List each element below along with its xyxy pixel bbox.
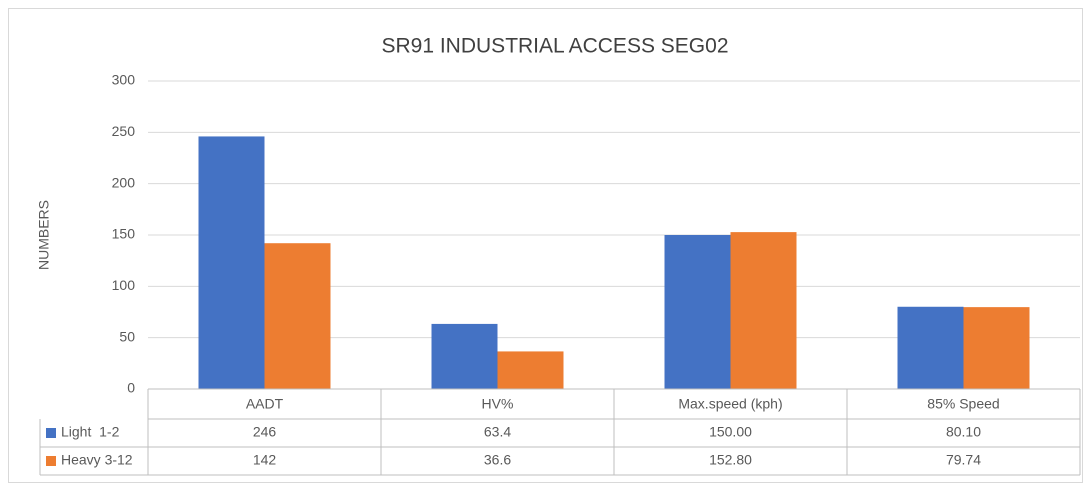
chart-border [8,8,1083,483]
bar [431,323,498,389]
y-axis-label: NUMBERS [36,200,52,270]
legend-swatch [46,428,56,438]
y-tick-label: 150 [112,226,136,242]
table-value: 152.80 [709,452,752,468]
y-tick-label: 0 [127,380,135,396]
legend-label: Light 1-2 [61,424,120,440]
bar [198,136,265,389]
bar [264,243,331,389]
y-tick-label: 100 [112,277,136,293]
table-value: 36.6 [484,452,511,468]
x-tick-label: 85% Speed [927,396,999,412]
table-value: 142 [253,452,277,468]
bar [963,307,1030,389]
chart-title: SR91 INDUSTRIAL ACCESS SEG02 [381,35,728,58]
bar [664,235,731,389]
bar [730,232,797,389]
bar [497,351,564,389]
x-tick-label: HV% [482,396,514,412]
table-value: 63.4 [484,424,511,440]
bar [897,306,964,389]
x-tick-label: AADT [246,396,284,412]
table-value: 79.74 [946,452,981,468]
y-tick-label: 50 [119,328,135,344]
table-value: 80.10 [946,424,981,440]
y-tick-label: 250 [112,123,136,139]
x-tick-label: Max.speed (kph) [678,396,782,412]
table-value: 246 [253,424,277,440]
legend-label: Heavy 3-12 [61,452,133,468]
table-value: 150.00 [709,424,752,440]
legend-swatch [46,456,56,466]
y-tick-label: 300 [112,72,136,88]
y-tick-label: 200 [112,174,136,190]
